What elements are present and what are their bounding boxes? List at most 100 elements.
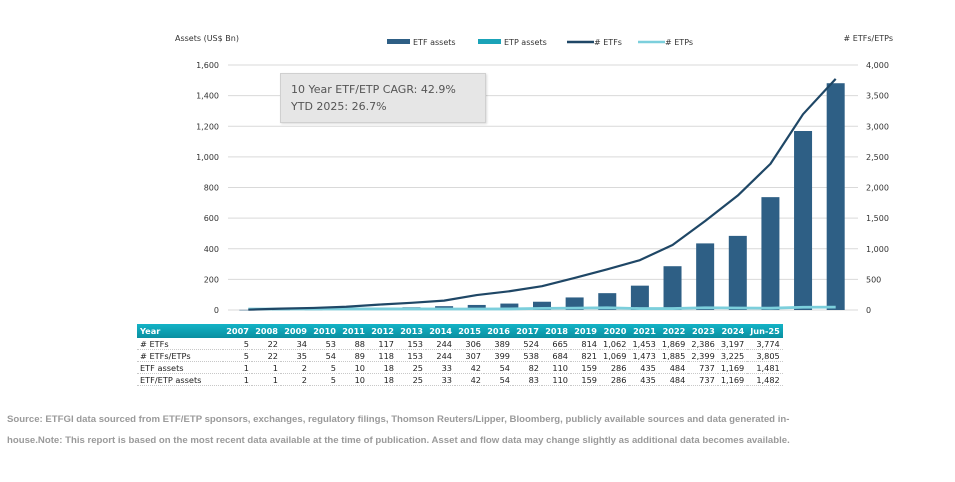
table-cell: 1,062 bbox=[600, 338, 630, 350]
legend-num-etfs: # ETFs bbox=[567, 38, 622, 47]
gridlines bbox=[228, 64, 858, 311]
table-row-label: ETF/ETP assets bbox=[137, 373, 223, 386]
legend-swatch bbox=[387, 39, 410, 44]
cagr-annotation: 10 Year ETF/ETP CAGR: 42.9% YTD 2025: 26… bbox=[280, 73, 486, 123]
table-cell: 821 bbox=[571, 349, 600, 362]
table-cell: 5 bbox=[223, 338, 252, 350]
source-note: Source: ETFGI data sourced from ETF/ETP … bbox=[7, 414, 790, 446]
table-cell: 22 bbox=[252, 338, 281, 350]
table-cell: 3,774 bbox=[747, 338, 783, 350]
table-column-header: 2022 bbox=[658, 324, 689, 338]
legend-label: # ETPs bbox=[665, 38, 693, 47]
right-tick-label: 500 bbox=[866, 275, 881, 284]
table-cell: 42 bbox=[455, 373, 484, 386]
table-cell: 33 bbox=[426, 361, 455, 374]
table-cell: 665 bbox=[542, 338, 571, 350]
left-axis-title: Assets (US$ Bn) bbox=[175, 34, 239, 43]
table-cell: 110 bbox=[542, 361, 571, 374]
table-cell: 5 bbox=[310, 373, 339, 386]
table-column-header: 2013 bbox=[397, 324, 426, 338]
table-cell: 1,169 bbox=[717, 361, 748, 374]
table-row: # ETFs 5 22 34 53 88 117 153 244 306 389 524 665 814 1… bbox=[137, 338, 783, 350]
table-cell: 25 bbox=[397, 361, 426, 374]
table-row: ETF assets 1 1 2 5 10 18 25 33 42 54 82 110 159 286 435… bbox=[137, 361, 783, 374]
legend-label: ETP assets bbox=[504, 38, 547, 47]
table-cell: 54 bbox=[484, 373, 513, 386]
legend-num-etps: # ETPs bbox=[638, 38, 693, 47]
table-cell: 3,805 bbox=[747, 349, 783, 362]
table-column-header: 2014 bbox=[426, 324, 455, 338]
table-cell: 2 bbox=[281, 361, 310, 374]
bar-etf-assets bbox=[467, 304, 486, 310]
table-cell: 153 bbox=[397, 349, 426, 362]
table-cell: 34 bbox=[281, 338, 310, 350]
ytd-text: YTD 2025: 26.7% bbox=[291, 100, 387, 113]
left-tick-label: 400 bbox=[204, 245, 219, 254]
left-tick-label: 1,200 bbox=[196, 122, 219, 131]
left-tick-label: 1,600 bbox=[196, 61, 219, 70]
right-tick-label: 2,000 bbox=[866, 184, 889, 193]
table-cell: 159 bbox=[571, 361, 600, 374]
table-cell: 53 bbox=[310, 338, 339, 350]
table-cell: 18 bbox=[368, 361, 397, 374]
table-column-header: 2015 bbox=[455, 324, 484, 338]
table-cell: 307 bbox=[455, 349, 484, 362]
table-cell: 435 bbox=[629, 361, 659, 374]
table-cell: 814 bbox=[571, 338, 600, 350]
legend-etp-assets: ETP assets bbox=[478, 38, 547, 47]
table-header-year: Year bbox=[137, 324, 223, 338]
bar-etf-assets bbox=[826, 83, 845, 310]
right-tick-label: 3,500 bbox=[866, 92, 889, 101]
table-cell: 10 bbox=[339, 373, 368, 386]
bar-etf-assets bbox=[533, 301, 551, 310]
bar-etf-assets bbox=[794, 130, 813, 310]
cagr-text: 10 Year ETF/ETP CAGR: 42.9% bbox=[291, 83, 456, 96]
table-cell: 25 bbox=[397, 373, 426, 386]
line-num-etps bbox=[248, 305, 836, 311]
table-cell: 2 bbox=[281, 373, 310, 386]
table-cell: 538 bbox=[513, 349, 542, 362]
table-header-row: Year 2007 2008 2009 2010 2011 2012 2013 2014 2015… bbox=[137, 324, 783, 338]
table-cell: 1,473 bbox=[629, 349, 659, 362]
table-cell: 399 bbox=[484, 349, 513, 362]
bar-etf-assets bbox=[728, 235, 747, 310]
table-cell: 33 bbox=[426, 373, 455, 386]
left-axis-ticks: 0 200 400 600 800 1,000 1,200 1,400 1,600 bbox=[196, 61, 219, 315]
left-tick-label: 1,400 bbox=[196, 92, 219, 101]
bar-etf-assets bbox=[761, 197, 780, 310]
table-cell: 117 bbox=[368, 338, 397, 350]
table-row: ETF/ETP assets 1 1 2 5 10 18 25 33 42 54 83 110 159 28… bbox=[137, 373, 783, 386]
right-axis-title: # ETFs/ETPs bbox=[844, 34, 893, 43]
left-tick-label: 600 bbox=[204, 214, 219, 223]
right-tick-label: 2,500 bbox=[866, 153, 889, 162]
table-cell: 286 bbox=[600, 373, 630, 386]
legend-swatch bbox=[478, 39, 501, 44]
table-cell: 22 bbox=[252, 349, 281, 362]
right-axis-ticks: 0 500 1,000 1,500 2,000 2,500 3,000 3,500 4,000 bbox=[866, 61, 889, 315]
table-cell: 118 bbox=[368, 349, 397, 362]
data-table: Year 2007 2008 2009 2010 2011 2012 2013 2014 2015… bbox=[137, 324, 783, 386]
table-cell: 54 bbox=[484, 361, 513, 374]
right-tick-label: 0 bbox=[866, 306, 871, 315]
table-cell: 5 bbox=[223, 349, 252, 362]
table-cell: 1 bbox=[223, 361, 252, 374]
table-cell: 18 bbox=[368, 373, 397, 386]
table-column-header: 2011 bbox=[339, 324, 368, 338]
table-cell: 1,481 bbox=[747, 361, 783, 374]
table-cell: 1 bbox=[223, 373, 252, 386]
legend-label: # ETFs bbox=[594, 38, 622, 47]
right-tick-label: 3,000 bbox=[866, 122, 889, 131]
table-cell: 737 bbox=[688, 361, 718, 374]
bar-etf-assets bbox=[663, 266, 682, 310]
table-column-header: 2010 bbox=[310, 324, 339, 338]
table-cell: 1,482 bbox=[747, 373, 783, 386]
table-cell: 1,869 bbox=[658, 338, 689, 350]
left-tick-label: 200 bbox=[204, 275, 219, 284]
table-row-label: ETF assets bbox=[137, 361, 223, 374]
table-cell: 10 bbox=[339, 361, 368, 374]
table-row: # ETFs/ETPs 5 22 35 54 89 118 153 244 307 399 538 68… bbox=[137, 349, 783, 362]
table-column-header: 2021 bbox=[629, 324, 659, 338]
table-cell: 110 bbox=[542, 373, 571, 386]
table-row-label: # ETFs/ETPs bbox=[137, 349, 223, 362]
legend-etf-assets: ETF assets bbox=[387, 38, 456, 47]
